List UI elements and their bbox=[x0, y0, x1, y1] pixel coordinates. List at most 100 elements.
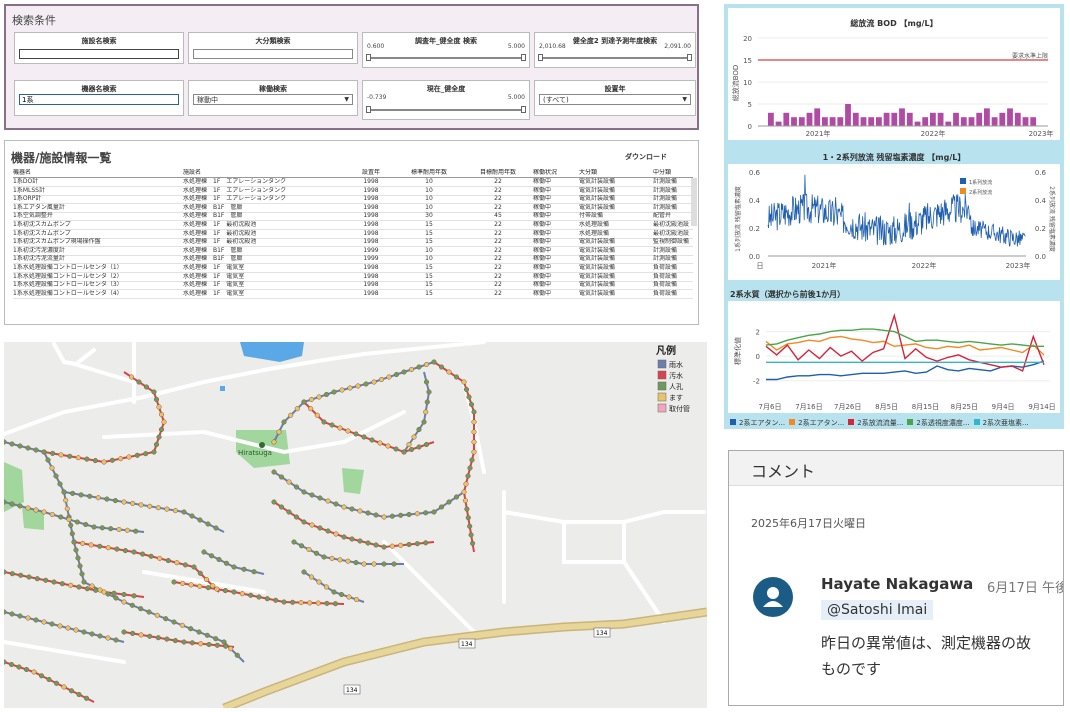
manhole-node[interactable] bbox=[111, 590, 117, 596]
bar[interactable] bbox=[783, 112, 790, 126]
manhole-node[interactable] bbox=[164, 636, 170, 642]
manhole-node[interactable] bbox=[308, 406, 314, 412]
manhole-node[interactable] bbox=[401, 449, 407, 455]
manhole-node[interactable] bbox=[469, 457, 475, 463]
bar[interactable] bbox=[953, 112, 959, 126]
legend-label[interactable]: 2系放流流量... bbox=[857, 419, 904, 427]
manhole-node[interactable] bbox=[264, 596, 270, 602]
bar[interactable] bbox=[991, 117, 998, 126]
manhole-node[interactable] bbox=[307, 600, 313, 606]
manhole-node[interactable] bbox=[50, 450, 56, 456]
legend-label[interactable]: 2系エアタン... bbox=[739, 419, 786, 427]
manhole-node[interactable] bbox=[414, 511, 420, 517]
bar[interactable] bbox=[914, 121, 921, 126]
install-year-select[interactable]: (すべて) ▼ bbox=[539, 94, 691, 105]
manhole-node[interactable] bbox=[281, 419, 287, 425]
manhole-node[interactable] bbox=[309, 522, 315, 528]
manhole-node[interactable] bbox=[34, 576, 40, 582]
manhole-node[interactable] bbox=[140, 551, 146, 557]
manhole-node[interactable] bbox=[124, 527, 130, 533]
manhole-node[interactable] bbox=[301, 399, 307, 405]
manhole-node[interactable] bbox=[196, 629, 202, 635]
manhole-node[interactable] bbox=[466, 394, 472, 400]
manhole-node[interactable] bbox=[53, 680, 60, 686]
manhole-node[interactable] bbox=[99, 525, 105, 531]
pipe-line[interactable] bbox=[273, 471, 465, 519]
manhole-node[interactable] bbox=[276, 429, 282, 435]
manhole-node[interactable] bbox=[426, 389, 432, 395]
comment-author[interactable]: Hayate Nakagawa bbox=[821, 575, 974, 593]
manhole-node[interactable] bbox=[143, 384, 150, 390]
current-health-slider[interactable] bbox=[366, 106, 526, 113]
manhole-node[interactable] bbox=[23, 666, 30, 673]
table-row[interactable]: 1系初沈スカムポンプ現場操作盤 水処理棟 1F 最初沈殿池 1998 15 22 稼働中 電… bbox=[13, 238, 693, 248]
manhole-node[interactable] bbox=[146, 609, 152, 615]
table-row[interactable]: 1系ORP計 水処理棟 1F エアレーションタンク 1998 10 22 稼働中 電気計装設… bbox=[13, 195, 693, 205]
manhole-node[interactable] bbox=[214, 586, 220, 592]
manhole-node[interactable] bbox=[416, 426, 422, 433]
manhole-node[interactable] bbox=[369, 437, 375, 443]
table-row[interactable]: 1系水処理設備コントロールセンタ（3） 水処理棟 1F 電気室 1998 15 22 稼働… bbox=[13, 281, 693, 291]
bar[interactable] bbox=[860, 117, 867, 126]
manhole-node[interactable] bbox=[471, 419, 477, 425]
manhole-node[interactable] bbox=[63, 497, 69, 503]
manhole-node[interactable] bbox=[316, 579, 322, 585]
manhole-node[interactable] bbox=[73, 547, 79, 553]
manhole-node[interactable] bbox=[301, 489, 307, 495]
manhole-node[interactable] bbox=[286, 509, 292, 515]
manhole-node[interactable] bbox=[95, 495, 101, 501]
series-line[interactable] bbox=[767, 174, 1026, 247]
bar[interactable] bbox=[891, 112, 898, 126]
manhole-node[interactable] bbox=[467, 465, 473, 471]
bar[interactable] bbox=[984, 108, 990, 126]
manhole-node[interactable] bbox=[471, 429, 477, 435]
manhole-node[interactable] bbox=[338, 591, 345, 598]
manhole-node[interactable] bbox=[464, 506, 470, 512]
manhole-node[interactable] bbox=[188, 582, 194, 588]
manhole-node[interactable] bbox=[79, 571, 85, 577]
manhole-node[interactable] bbox=[198, 641, 204, 647]
manhole-node[interactable] bbox=[33, 617, 39, 623]
manhole-node[interactable] bbox=[371, 379, 377, 385]
manhole-node[interactable] bbox=[293, 514, 300, 520]
manhole-node[interactable] bbox=[165, 558, 171, 564]
manhole-node[interactable] bbox=[197, 517, 203, 523]
operation-select[interactable]: 稼動中 ▼ bbox=[193, 94, 353, 105]
manhole-node[interactable] bbox=[156, 434, 162, 440]
manhole-node[interactable] bbox=[213, 525, 219, 531]
manhole-node[interactable] bbox=[271, 439, 277, 445]
download-button[interactable]: ダウンロード bbox=[625, 153, 667, 161]
manhole-node[interactable] bbox=[216, 556, 222, 563]
manhole-node[interactable] bbox=[65, 625, 71, 631]
manhole-node[interactable] bbox=[345, 558, 351, 564]
manhole-node[interactable] bbox=[71, 539, 77, 545]
manhole-node[interactable] bbox=[357, 538, 363, 544]
equipment-name-input[interactable] bbox=[19, 94, 179, 105]
manhole-node[interactable] bbox=[4, 439, 7, 445]
manhole-node[interactable] bbox=[70, 490, 76, 496]
bar[interactable] bbox=[1007, 108, 1013, 126]
sewer-map[interactable]: 凡例 雨水 汚水 人孔 ます 取付管 Hiratsuga 134 134 134 bbox=[4, 342, 707, 708]
manhole-node[interactable] bbox=[33, 507, 39, 513]
series-line[interactable] bbox=[765, 335, 1045, 356]
manhole-node[interactable] bbox=[271, 499, 277, 505]
manhole-node[interactable] bbox=[291, 539, 297, 545]
manhole-node[interactable] bbox=[222, 588, 228, 594]
manhole-node[interactable] bbox=[9, 441, 15, 447]
manhole-node[interactable] bbox=[134, 452, 140, 458]
manhole-node[interactable] bbox=[75, 455, 81, 461]
manhole-node[interactable] bbox=[49, 621, 55, 627]
manhole-node[interactable] bbox=[4, 499, 7, 505]
manhole-node[interactable] bbox=[353, 431, 359, 437]
manhole-node[interactable] bbox=[317, 495, 323, 501]
manhole-node[interactable] bbox=[371, 561, 377, 567]
manhole-node[interactable] bbox=[231, 564, 237, 570]
manhole-node[interactable] bbox=[288, 412, 294, 418]
manhole-node[interactable] bbox=[333, 501, 339, 507]
manhole-node[interactable] bbox=[416, 444, 422, 450]
manhole-node[interactable] bbox=[9, 571, 15, 577]
manhole-node[interactable] bbox=[408, 366, 415, 373]
manhole-node[interactable] bbox=[438, 364, 445, 370]
manhole-node[interactable] bbox=[317, 525, 323, 531]
manhole-node[interactable] bbox=[471, 409, 477, 415]
